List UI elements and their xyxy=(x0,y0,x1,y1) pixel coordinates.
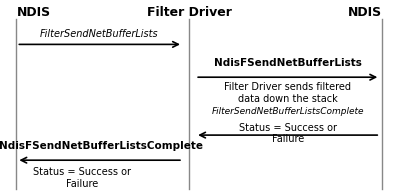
Text: NdisFSendNetBufferLists: NdisFSendNetBufferLists xyxy=(214,58,362,68)
Text: NDIS: NDIS xyxy=(16,6,51,19)
Text: Status = Success or
Failure: Status = Success or Failure xyxy=(33,167,131,189)
Text: Filter Driver: Filter Driver xyxy=(147,6,231,19)
Text: FilterSendNetBufferListsComplete: FilterSendNetBufferListsComplete xyxy=(211,107,364,116)
Text: FilterSendNetBufferLists: FilterSendNetBufferLists xyxy=(39,29,158,39)
Text: Filter Driver sends filtered
data down the stack: Filter Driver sends filtered data down t… xyxy=(224,82,351,104)
Text: Status = Success or
Failure: Status = Success or Failure xyxy=(239,123,337,144)
Text: NdisFSendNetBufferListsComplete: NdisFSendNetBufferListsComplete xyxy=(0,141,203,151)
Text: NDIS: NDIS xyxy=(348,6,382,19)
